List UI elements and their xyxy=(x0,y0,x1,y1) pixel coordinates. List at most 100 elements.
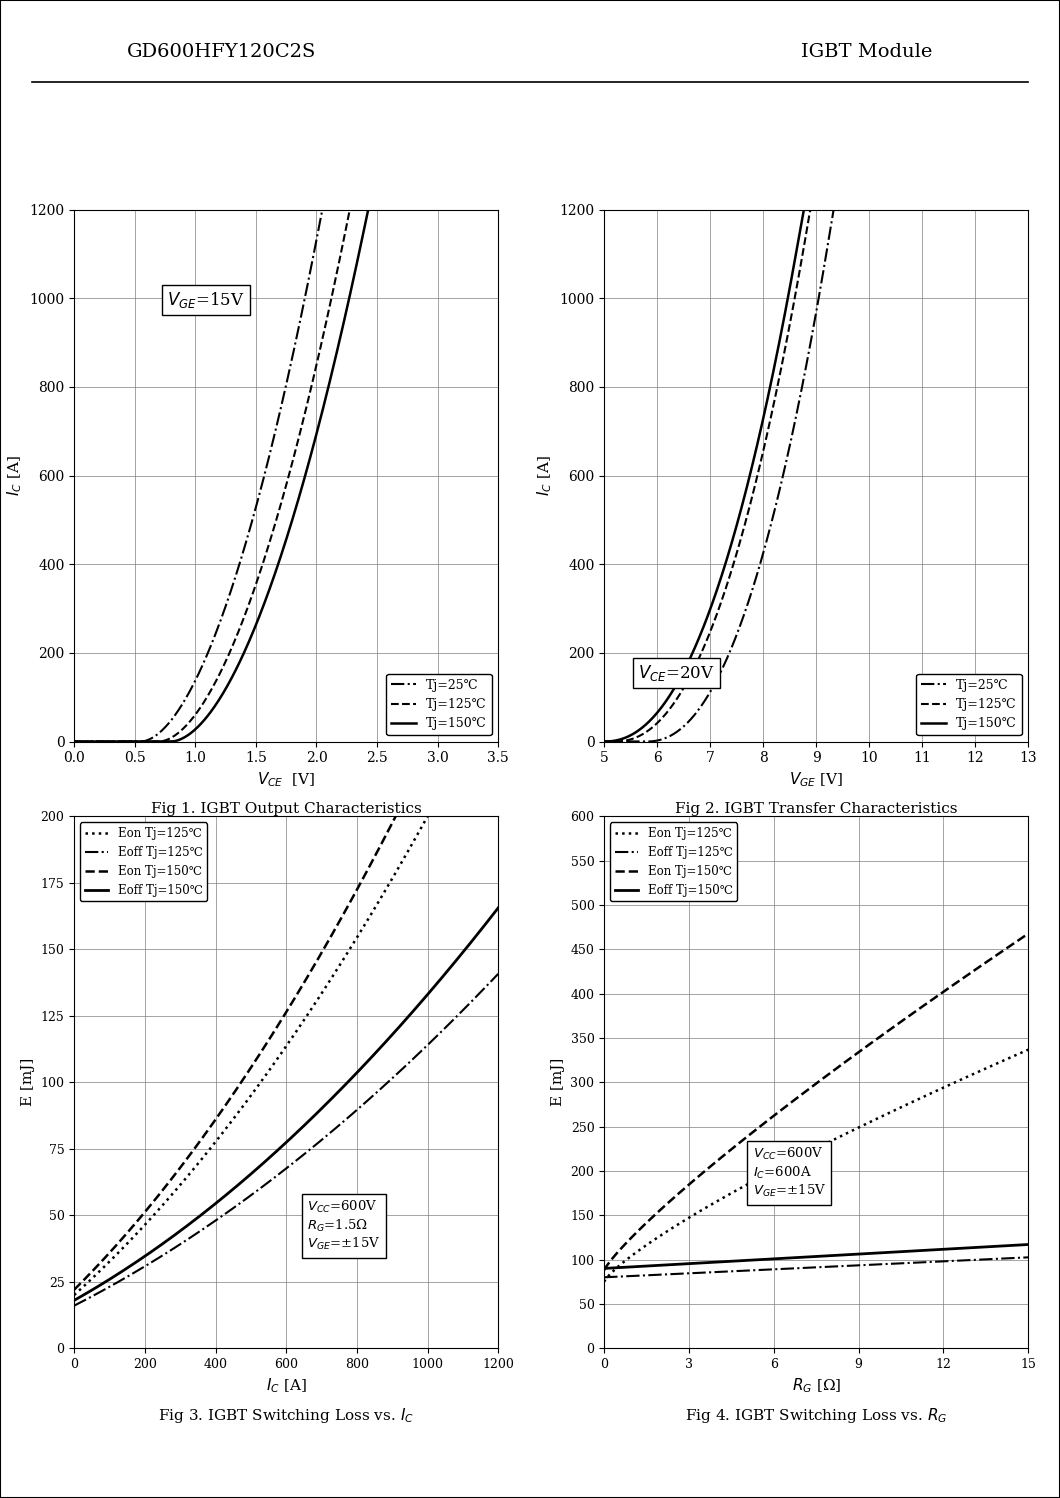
Text: IGBT Module: IGBT Module xyxy=(801,43,933,61)
Tj=125℃ xyxy=(799,228,812,246)
Eoff Tj=150℃ xyxy=(481,912,494,930)
Text: Fig 1. IGBT Output Characteristics: Fig 1. IGBT Output Characteristics xyxy=(151,801,422,816)
Eon Tj=150℃ xyxy=(827,1062,840,1080)
Tj=150℃ xyxy=(361,201,374,219)
Tj=150℃ xyxy=(269,563,282,581)
Eon Tj=150℃ xyxy=(850,1044,863,1062)
Y-axis label: $I_C$ [A]: $I_C$ [A] xyxy=(535,455,553,496)
Tj=25℃ xyxy=(1022,201,1035,219)
Eon Tj=125℃ xyxy=(850,1119,863,1137)
Text: Fig 3. IGBT Switching Loss vs. $I_C$: Fig 3. IGBT Switching Loss vs. $I_C$ xyxy=(158,1407,414,1425)
Eon Tj=150℃ xyxy=(799,1083,812,1101)
Tj=125℃ xyxy=(271,505,284,523)
Tj=125℃ xyxy=(269,514,282,532)
Eon Tj=125℃ xyxy=(269,1053,282,1071)
Line: Eon Tj=150℃: Eon Tj=150℃ xyxy=(604,933,1028,1270)
Eoff Tj=150℃ xyxy=(416,992,428,1010)
Eon Tj=150℃ xyxy=(598,1261,611,1279)
Eoff Tj=150℃ xyxy=(1011,1236,1024,1254)
Eon Tj=125℃ xyxy=(827,1131,840,1149)
Tj=25℃ xyxy=(827,201,840,219)
Eoff Tj=125℃ xyxy=(850,1257,863,1275)
Line: Eon Tj=125℃: Eon Tj=125℃ xyxy=(604,1050,1028,1282)
Eon Tj=125℃ xyxy=(801,1143,814,1161)
Tj=150℃ xyxy=(68,733,81,750)
Eoff Tj=150℃ xyxy=(269,1143,282,1161)
Eon Tj=150℃ xyxy=(269,1020,282,1038)
Eon Tj=125℃ xyxy=(481,694,494,712)
Tj=150℃ xyxy=(797,201,810,219)
Tj=25℃ xyxy=(947,201,959,219)
Tj=125℃ xyxy=(1012,201,1025,219)
Eon Tj=125℃ xyxy=(946,1076,958,1094)
Eon Tj=125℃ xyxy=(271,1049,284,1067)
Tj=25℃ xyxy=(297,295,310,313)
Tj=150℃ xyxy=(1022,201,1035,219)
Eon Tj=125℃ xyxy=(799,1144,812,1162)
Eoff Tj=150℃ xyxy=(271,1141,284,1159)
Tj=150℃ xyxy=(482,201,495,219)
X-axis label: $V_{GE}$ [V]: $V_{GE}$ [V] xyxy=(789,771,844,789)
Eoff Tj=150℃ xyxy=(827,1246,840,1264)
Tj=125℃ xyxy=(805,201,817,219)
Tj=150℃ xyxy=(297,472,310,490)
Legend: Eon Tj=125℃, Eoff Tj=125℃, Eon Tj=150℃, Eoff Tj=150℃: Eon Tj=125℃, Eoff Tj=125℃, Eon Tj=150℃, … xyxy=(81,822,208,902)
X-axis label: $I_C$ [A]: $I_C$ [A] xyxy=(266,1377,306,1395)
Tj=125℃ xyxy=(68,733,81,750)
Text: Fig 4. IGBT Switching Loss vs. $R_G$: Fig 4. IGBT Switching Loss vs. $R_G$ xyxy=(685,1407,948,1425)
Text: GD600HFY120C2S: GD600HFY120C2S xyxy=(127,43,317,61)
Eon Tj=150℃ xyxy=(297,974,310,992)
Eoff Tj=125℃ xyxy=(269,1168,282,1186)
Eon Tj=125℃ xyxy=(598,1273,611,1291)
Tj=125℃ xyxy=(947,201,959,219)
Eoff Tj=125℃ xyxy=(801,1258,814,1276)
Eon Tj=150℃ xyxy=(1022,924,1035,942)
Tj=25℃ xyxy=(482,201,495,219)
Eoff Tj=150℃ xyxy=(492,899,505,917)
Tj=150℃ xyxy=(271,556,284,574)
Y-axis label: E [mJ]: E [mJ] xyxy=(551,1058,565,1107)
Eoff Tj=125℃ xyxy=(492,965,505,983)
Eon Tj=125℃ xyxy=(416,818,428,836)
Line: Tj=25℃: Tj=25℃ xyxy=(604,210,1028,742)
Eoff Tj=150℃ xyxy=(946,1240,958,1258)
Eoff Tj=150℃ xyxy=(297,1118,310,1135)
Tj=25℃ xyxy=(801,346,814,364)
Eoff Tj=125℃ xyxy=(827,1257,840,1275)
Tj=25℃ xyxy=(598,733,611,750)
Eoff Tj=150℃ xyxy=(850,1245,863,1263)
Eon Tj=150℃ xyxy=(492,592,505,610)
Eoff Tj=150℃ xyxy=(799,1248,812,1266)
Eon Tj=125℃ xyxy=(492,674,505,692)
Eon Tj=125℃ xyxy=(1022,1041,1035,1059)
Eon Tj=150℃ xyxy=(481,614,494,632)
Eon Tj=125℃ xyxy=(297,1011,310,1029)
Tj=125℃ xyxy=(492,201,505,219)
Eoff Tj=125℃ xyxy=(68,1297,81,1315)
Tj=25℃ xyxy=(851,201,864,219)
Line: Eoff Tj=125℃: Eoff Tj=125℃ xyxy=(74,974,498,1306)
Eoff Tj=125℃ xyxy=(1011,1249,1024,1267)
Eoff Tj=150℃ xyxy=(801,1248,814,1266)
Tj=25℃ xyxy=(492,201,505,219)
Text: $V_{CC}$=600V
$R_G$=1.5Ω
$V_{GE}$=±15V: $V_{CC}$=600V $R_G$=1.5Ω $V_{GE}$=±15V xyxy=(307,1200,381,1252)
Eoff Tj=150℃ xyxy=(68,1291,81,1309)
Tj=25℃ xyxy=(271,410,284,428)
Line: Eoff Tj=125℃: Eoff Tj=125℃ xyxy=(604,1257,1028,1278)
Tj=150℃ xyxy=(828,201,841,219)
Tj=125℃ xyxy=(417,201,429,219)
Tj=125℃ xyxy=(801,213,814,231)
Tj=125℃ xyxy=(851,201,864,219)
Tj=150℃ xyxy=(802,201,815,219)
Eoff Tj=125℃ xyxy=(320,1126,333,1144)
Text: $V_{CE}$=20V: $V_{CE}$=20V xyxy=(638,662,714,683)
Eoff Tj=125℃ xyxy=(481,975,494,993)
Legend: Eon Tj=125℃, Eoff Tj=125℃, Eon Tj=150℃, Eoff Tj=150℃: Eon Tj=125℃, Eoff Tj=125℃, Eon Tj=150℃, … xyxy=(611,822,738,902)
Line: Tj=150℃: Tj=150℃ xyxy=(74,210,498,742)
Text: Fig 2. IGBT Transfer Characteristics: Fig 2. IGBT Transfer Characteristics xyxy=(675,801,957,816)
Legend: Tj=25℃, Tj=125℃, Tj=150℃: Tj=25℃, Tj=125℃, Tj=150℃ xyxy=(386,674,492,736)
Eon Tj=150℃ xyxy=(271,1016,284,1034)
Eon Tj=125℃ xyxy=(1011,1046,1024,1064)
Line: Eoff Tj=150℃: Eoff Tj=150℃ xyxy=(604,1245,1028,1269)
Tj=125℃ xyxy=(320,312,333,330)
